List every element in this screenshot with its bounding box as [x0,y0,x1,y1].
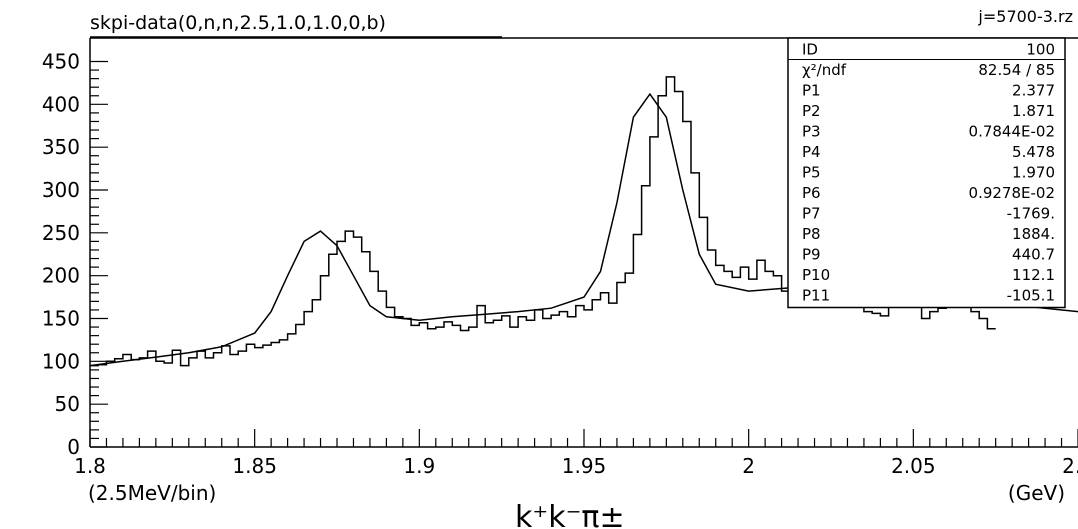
stats-value: 2.377 [1012,82,1055,100]
x-tick-label: 1.85 [232,454,277,478]
y-tick-label: 0 [67,435,80,459]
stats-value: 5.478 [1012,143,1055,161]
stats-row: P7 -1769. [802,205,1055,223]
stats-label: P3 [802,123,821,141]
stats-value: 1884. [1012,225,1055,243]
stats-row: P8 1884. [802,225,1055,243]
fit-statistics-box: ID 100 χ²/ndf 82.54 / 85 P1 2.377 P2 1.871 P3 0.7… [787,37,1066,309]
bin-width-label: (2.5MeV/bin) [88,481,216,505]
stats-row: P10 112.1 [802,266,1055,284]
stats-label: P9 [802,246,821,264]
stats-value: 112.1 [1012,266,1055,284]
stats-label: P8 [802,225,821,243]
stats-row: P6 0.9278E-02 [802,184,1055,202]
stats-label: ID [802,41,818,59]
stats-label: P4 [802,143,821,161]
x-axis-title: k⁺k⁻π± [515,500,625,529]
x-tick-label: 2.1 [1062,454,1078,478]
y-tick-label: 250 [42,221,80,245]
stats-label: P1 [802,82,821,100]
stats-label: P10 [802,266,830,284]
y-tick-label: 100 [42,349,80,373]
stats-row: P1 2.377 [802,82,1055,100]
stats-value: -105.1 [1007,287,1055,305]
x-tick-label: 1.9 [403,454,435,478]
y-tick-label: 200 [42,264,80,288]
stats-value: 440.7 [1012,246,1055,264]
y-tick-label: 150 [42,307,80,331]
y-tick-label: 350 [42,135,80,159]
x-tick-label: 1.95 [562,454,607,478]
stats-label: χ²/ndf [802,61,847,79]
stats-value: 100 [1026,41,1055,59]
y-tick-label: 50 [55,392,80,416]
stats-label: P5 [802,164,821,182]
stats-frame [787,37,1066,309]
stats-value: 0.9278E-02 [969,184,1055,202]
stats-value: -1769. [1007,205,1055,223]
stats-value: 0.7844E-02 [969,123,1055,141]
x-axis-ticks: 1.8 1.85 1.9 1.95 2 2.05 2.1 [74,429,1078,478]
y-axis-ticks: 0 50 100 150 200 250 300 350 400 450 [42,50,108,459]
x-tick-label: 2 [742,454,755,478]
y-tick-label: 450 [42,50,80,74]
y-tick-label: 300 [42,178,80,202]
stats-row: P4 5.478 [802,143,1055,161]
stats-label: P2 [802,102,821,120]
stats-value: 82.54 / 85 [978,61,1055,79]
y-tick-label: 400 [42,92,80,116]
stats-value: 1.970 [1012,164,1055,182]
stats-label: P6 [802,184,821,202]
plot-title: skpi-data(0,n,n,2.5,1.0,1.0,0,b) [90,12,386,34]
x-tick-label: 1.8 [74,454,106,478]
stats-row: P2 1.871 [802,102,1055,120]
stats-value: 1.871 [1012,102,1055,120]
x-tick-label: 2.05 [891,454,936,478]
stats-row: P9 440.7 [802,246,1055,264]
file-label: j=5700-3.rz [977,7,1073,26]
stats-row: P5 1.970 [802,164,1055,182]
stats-row: P11 -105.1 [802,287,1055,305]
stats-label: P11 [802,287,830,305]
stats-row: ID 100 [802,41,1055,59]
stats-row: χ²/ndf 82.54 / 85 [802,61,1055,79]
stats-row: P3 0.7844E-02 [802,123,1055,141]
stats-label: P7 [802,205,821,223]
x-axis-unit: (GeV) [1008,481,1065,505]
